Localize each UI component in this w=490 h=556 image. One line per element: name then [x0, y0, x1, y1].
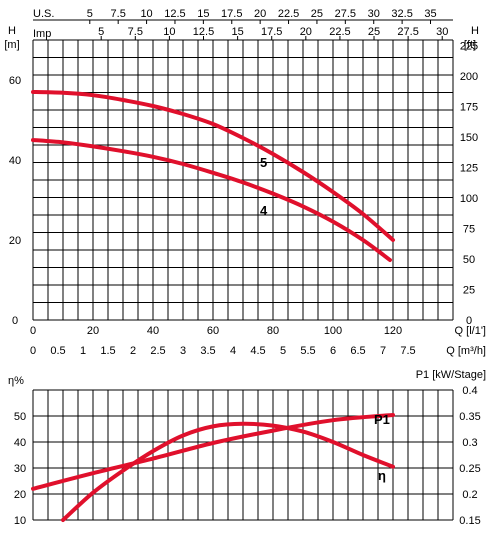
right-tick-label: 200 [460, 71, 478, 83]
imp-tick-label: 25 [368, 26, 380, 38]
curve-label-p1: P1 [374, 412, 390, 427]
left-tick-label: 40 [9, 155, 21, 167]
us-tick-label: 30 [368, 8, 380, 20]
curve-label-4: 4 [260, 203, 268, 218]
imp-tick-label: 5 [98, 26, 104, 38]
imp-tick-label: 12.5 [193, 26, 214, 38]
left-tick-label: 20 [9, 235, 21, 247]
eta-tick-label: 40 [14, 437, 26, 449]
curve-4 [31, 138, 392, 262]
us-tick-label: 10 [140, 8, 152, 20]
curve-5 [31, 90, 395, 242]
us-tick-label: 17.5 [221, 8, 242, 20]
efficiency-power-panel: η% 10 20 30 40 50 P1 [kW/Stage] 0.15 0.2 0.25 0.3 0… [8, 369, 486, 527]
eta-tick-label: 30 [14, 463, 26, 475]
x-m3h-axis-label: Q [m³/h] [446, 345, 486, 357]
x-m3h-tick-label: 5 [280, 345, 286, 357]
right-tick-label: 150 [460, 132, 478, 144]
x-lmin-axis-label: Q [l/1'] [455, 325, 486, 337]
right-axis-unit-top: H [471, 25, 479, 37]
left-tick-label: 60 [9, 75, 21, 87]
eta-tick-label: 50 [14, 411, 26, 423]
eta-tick-label: 20 [14, 489, 26, 501]
x-m3h-tick-label: 0.5 [50, 345, 65, 357]
curve-p1 [31, 413, 395, 491]
x-m3h-tick-label: 4 [230, 345, 236, 357]
x-lmin-tick-label: 0 [30, 325, 36, 337]
us-tick-label: 7.5 [111, 8, 126, 20]
right-tick-label: 225 [460, 41, 478, 53]
us-tick-label: 35 [424, 8, 436, 20]
imp-tick-label: 27.5 [397, 26, 418, 38]
us-tick-label: 27.5 [335, 8, 356, 20]
p1-tick-label: 0.4 [462, 385, 477, 397]
curve-label-eta: η [378, 468, 386, 483]
p1-tick-label: 0.3 [462, 437, 477, 449]
us-tick-label: 15 [197, 8, 209, 20]
us-tick-label: 20 [254, 8, 266, 20]
x-m3h-tick-label: 4.5 [250, 345, 265, 357]
x-m3h-tick-label: 3 [180, 345, 186, 357]
right-tick-label: 25 [463, 285, 475, 297]
right-tick-label: 0 [466, 315, 472, 327]
us-tick-label: 25 [311, 8, 323, 20]
imp-tick-label: 20 [300, 26, 312, 38]
imp-tick-label: 15 [231, 26, 243, 38]
right-tick-label: 125 [460, 163, 478, 175]
imp-scale-label: Imp [33, 28, 51, 40]
us-tick-label: 5 [87, 8, 93, 20]
right-tick-label: 100 [460, 193, 478, 205]
x-lmin-tick-label: 100 [324, 325, 342, 337]
x-m3h-tick-label: 0 [30, 345, 36, 357]
x-lmin-tick-label: 60 [207, 325, 219, 337]
us-tick-label: 22.5 [278, 8, 299, 20]
x-m3h-tick-label: 1 [80, 345, 86, 357]
p1-tick-label: 0.2 [462, 489, 477, 501]
x-lmin-tick-label: 40 [147, 325, 159, 337]
x-lmin-tick-label: 20 [87, 325, 99, 337]
x-m3h-tick-label: 5.5 [300, 345, 315, 357]
left-tick-label: 0 [12, 315, 18, 327]
curve-eta [61, 421, 395, 522]
left-axis-unit: [m] [4, 39, 19, 51]
x-m3h-tick-label: 7.5 [400, 345, 415, 357]
us-tick-label: 32.5 [391, 8, 412, 20]
imp-tick-label: 17.5 [261, 26, 282, 38]
imp-tick-label: 22.5 [329, 26, 350, 38]
us-tick-label: 12.5 [164, 8, 185, 20]
curve-label-5: 5 [260, 155, 267, 170]
right-axis-unit: [ft] [464, 39, 476, 51]
imp-tick-label: 7.5 [128, 26, 143, 38]
x-m3h-tick-label: 3.5 [200, 345, 215, 357]
x-m3h-tick-label: 7 [380, 345, 386, 357]
p1-tick-label: 0.25 [459, 463, 480, 475]
x-m3h-tick-label: 2 [130, 345, 136, 357]
eta-tick-label: 10 [14, 515, 26, 527]
right-tick-label: 75 [463, 224, 475, 236]
x-m3h-tick-label: 1.5 [100, 345, 115, 357]
us-scale-label: U.S. [33, 8, 54, 20]
p1-tick-label: 0.15 [459, 515, 480, 527]
x-m3h-tick-label: 6.5 [350, 345, 365, 357]
p1-axis-label: P1 [kW/Stage] [416, 369, 486, 381]
imp-tick-label: 10 [163, 26, 175, 38]
x-m3h-tick-label: 2.5 [150, 345, 165, 357]
imp-tick-label: 30 [436, 26, 448, 38]
x-m3h-tick-label: 6 [330, 345, 336, 357]
right-tick-label: 175 [460, 102, 478, 114]
x-lmin-tick-label: 80 [267, 325, 279, 337]
p1-tick-label: 0.35 [459, 411, 480, 423]
eta-axis-label: η% [8, 375, 24, 387]
x-lmin-tick-label: 120 [384, 325, 402, 337]
left-axis-unit-top: H [8, 25, 16, 37]
right-tick-label: 50 [463, 254, 475, 266]
